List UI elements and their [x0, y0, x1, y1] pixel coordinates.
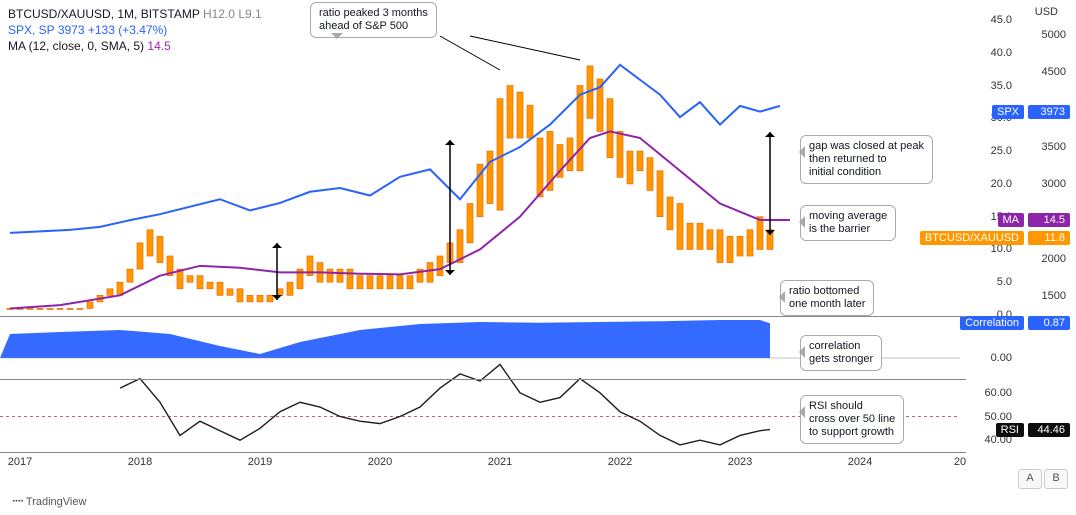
annotation-callout: ratio bottomedone month later — [780, 280, 874, 316]
annotation-callout: ratio peaked 3 monthsahead of S&P 500 — [310, 2, 437, 38]
annotation-callout: moving averageis the barrier — [800, 205, 896, 241]
compare-a-button[interactable]: A — [1018, 469, 1042, 489]
tradingview-logo: ᠁ TradingView — [10, 490, 86, 509]
compare-b-button[interactable]: B — [1044, 469, 1068, 489]
right-badges: SPX3973MA14.5BTCUSD/XAUUSD11.8Correlatio… — [970, 0, 1070, 455]
annotation-callout: RSI shouldcross over 50 lineto support g… — [800, 395, 904, 444]
separator — [0, 452, 966, 453]
separator — [0, 379, 966, 380]
x-axis: 2017201820192020202120222023202420 — [0, 452, 966, 471]
annotation-callout: correlationgets stronger — [800, 335, 882, 371]
annotation-callout: gap was closed at peakthen returned toin… — [800, 135, 933, 184]
separator — [0, 316, 966, 317]
